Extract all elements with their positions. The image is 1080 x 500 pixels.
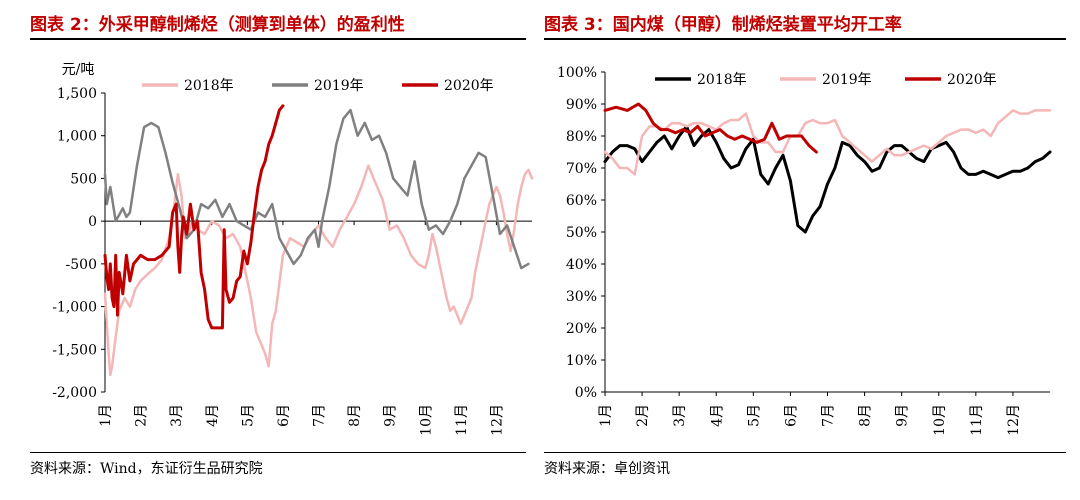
- right-y-tick-label: 70%: [566, 161, 597, 177]
- left-x-tick-label: 3月: [169, 404, 185, 427]
- left-x-tick-label: 12月: [489, 404, 505, 436]
- left-title-rule: [30, 38, 526, 40]
- right-x-tick-label: 7月: [821, 404, 837, 427]
- right-chart-panel: 图表 3：国内煤（甲醇）制烯烃装置平均开工率 100% 90% 80% 70% 60% 5…: [540, 0, 1080, 500]
- right-x-tick-label: 6月: [783, 404, 799, 427]
- right-title-rule: [544, 38, 1066, 40]
- right-legend-label: 2019年: [822, 72, 872, 88]
- left-x-tick-label: 9月: [383, 404, 399, 427]
- right-series-line-1: [603, 109, 1052, 176]
- left-y-tick-label: -500: [66, 257, 97, 273]
- right-x-tick-label: 2月: [635, 404, 651, 427]
- left-y-tick-label: 1,500: [57, 86, 97, 102]
- right-y-tick-label: 90%: [566, 97, 597, 113]
- right-y-tick-label: 60%: [566, 193, 597, 209]
- left-x-tick-label: 1月: [98, 404, 114, 427]
- right-line-chart: 100% 90% 80% 70% 60% 50% 40% 30% 20% 10% 0%1月 2月 3月 4…: [557, 65, 1052, 436]
- right-legend-label: 2018年: [697, 72, 747, 88]
- left-x-tick-label: 4月: [205, 404, 221, 427]
- right-y-tick-label: 30%: [566, 289, 597, 305]
- left-y-tick-label: 0: [88, 214, 97, 230]
- left-y-tick-label: 500: [70, 171, 97, 187]
- right-x-tick-label: 11月: [969, 404, 985, 436]
- left-y-tick-label: 1,000: [57, 129, 97, 145]
- left-source-rule: [30, 452, 526, 453]
- right-x-tick-label: 4月: [709, 404, 725, 427]
- left-series-line-1: [103, 108, 530, 270]
- right-y-tick-label: 0%: [575, 385, 597, 401]
- left-chart-title: 图表 2：外采甲醇制烯烃（测算到单体）的盈利性: [30, 15, 405, 35]
- right-series-line-0: [603, 124, 1052, 234]
- left-chart-panel: 图表 2：外采甲醇制烯烃（测算到单体）的盈利性 1,500 1,000 500 0 -5…: [30, 15, 534, 477]
- right-y-tick-label: 20%: [566, 321, 597, 337]
- left-x-tick-label: 8月: [347, 404, 363, 427]
- left-y-tick-label: -2,000: [52, 385, 97, 401]
- right-x-tick-label: 10月: [932, 404, 948, 436]
- left-x-tick-label: 11月: [454, 404, 470, 436]
- left-source-note: 资料来源：Wind，东证衍生品研究院: [30, 461, 263, 477]
- right-x-tick-label: 5月: [746, 404, 762, 427]
- left-x-tick-label: 7月: [312, 404, 328, 427]
- left-y-tick-label: -1,500: [52, 342, 97, 358]
- right-y-tick-label: 100%: [557, 65, 597, 81]
- right-y-tick-label: 50%: [566, 225, 597, 241]
- right-y-tick-label: 80%: [566, 129, 597, 145]
- right-chart-title: 图表 3：国内煤（甲醇）制烯烃装置平均开工率: [544, 15, 902, 35]
- left-x-tick-label: 2月: [134, 404, 150, 427]
- left-legend-label: 2020年: [444, 78, 494, 94]
- right-source-rule: [544, 452, 1066, 453]
- right-x-tick-label: 1月: [598, 404, 614, 427]
- right-x-tick-label: 3月: [672, 404, 688, 427]
- right-series-line-2: [603, 102, 818, 154]
- left-x-tick-label: 5月: [240, 404, 256, 427]
- left-series-line-0: [103, 164, 534, 377]
- right-x-tick-label: 12月: [1006, 404, 1022, 436]
- left-legend-label: 2019年: [314, 78, 364, 94]
- right-legend-label: 2020年: [947, 72, 997, 88]
- left-y-tick-label: -1,000: [52, 300, 97, 316]
- right-x-tick-label: 9月: [895, 404, 911, 427]
- right-source-note: 资料来源：卓创资讯: [544, 461, 670, 477]
- left-legend-label: 2018年: [184, 78, 234, 94]
- right-y-tick-label: 10%: [566, 353, 597, 369]
- left-x-tick-label: 10月: [418, 404, 434, 436]
- right-x-tick-label: 8月: [858, 404, 874, 427]
- right-y-tick-label: 40%: [566, 257, 597, 273]
- left-unit-label: 元/吨: [62, 62, 95, 78]
- left-series-line-2: [103, 104, 285, 330]
- left-x-tick-label: 6月: [276, 404, 292, 427]
